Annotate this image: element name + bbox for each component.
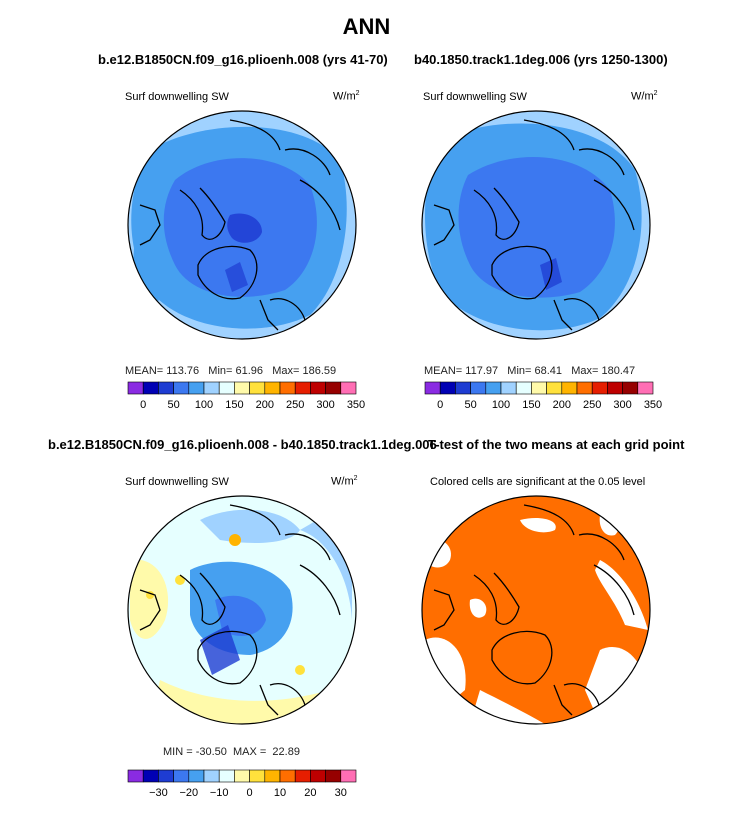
panel1-colorbar-swatch bbox=[340, 381, 357, 395]
panel1-units: W/m2 bbox=[333, 90, 360, 103]
panel1-colorbar-tick-label: 0 bbox=[140, 399, 146, 411]
panel3-map bbox=[127, 495, 357, 725]
panel3-colorbar-tick-label: −10 bbox=[210, 787, 229, 799]
panel1-colorbar-swatch bbox=[279, 381, 296, 395]
panel3-colorbar-tick-label: 10 bbox=[274, 787, 286, 799]
panel1-colorbar-swatch bbox=[294, 381, 311, 395]
panel2-variable-label: Surf downwelling SW bbox=[423, 91, 527, 103]
panel3-colorbar-swatch bbox=[325, 769, 342, 783]
panel3-stats: MIN = -30.50 MAX = 22.89 bbox=[163, 746, 300, 758]
panel1-map bbox=[127, 110, 357, 340]
panel3-colorbar-swatch bbox=[279, 769, 296, 783]
panel3-colorbar-tick-label: −30 bbox=[149, 787, 168, 799]
panel3-colorbar-swatch bbox=[142, 769, 159, 783]
panel3-variable-label: Surf downwelling SW bbox=[125, 476, 229, 488]
panel2-colorbar-swatch bbox=[546, 381, 563, 395]
panel2-colorbar-swatch bbox=[500, 381, 517, 395]
panel3-units: W/m2 bbox=[331, 475, 358, 488]
panel3-colorbar-tick-label: 0 bbox=[247, 787, 253, 799]
panel1-colorbar-swatch bbox=[158, 381, 174, 395]
panel2-colorbar-tick-label: 300 bbox=[613, 399, 631, 411]
panel2-colorbar-tick-label: 50 bbox=[464, 399, 476, 411]
panel1-variable-label: Surf downwelling SW bbox=[125, 91, 229, 103]
panel3-colorbar-swatch bbox=[158, 769, 174, 783]
panel2-colorbar-tick-label: 200 bbox=[553, 399, 571, 411]
panel1-colorbar-tick-label: 300 bbox=[316, 399, 334, 411]
panel2-colorbar-tick-label: 150 bbox=[522, 399, 540, 411]
panel3-colorbar-tick-label: 20 bbox=[304, 787, 316, 799]
panel2-stats: MEAN= 117.97 Min= 68.41 Max= 180.47 bbox=[424, 365, 636, 377]
panel2-case-title: b40.1850.track1.1deg.006 (yrs 1250-1300) bbox=[414, 52, 668, 67]
panel3-colorbar-tick-label: −20 bbox=[179, 787, 198, 799]
panel1-colorbar-swatch bbox=[142, 381, 159, 395]
panel2-colorbar-swatch bbox=[455, 381, 471, 395]
panel1-stats: MEAN= 113.76 Min= 61.96 Max= 186.59 bbox=[125, 365, 337, 377]
panel2-map bbox=[421, 110, 651, 340]
panel1-colorbar-swatch bbox=[249, 381, 266, 395]
panel1-colorbar-tick-label: 50 bbox=[167, 399, 179, 411]
panel2-colorbar-tick-label: 0 bbox=[437, 399, 443, 411]
panel2-colorbar-swatch bbox=[424, 381, 441, 395]
panel1-colorbar-swatch bbox=[234, 381, 250, 395]
panel2-colorbar-swatch bbox=[576, 381, 593, 395]
panel3-colorbar-swatch bbox=[249, 769, 266, 783]
figure-title: ANN bbox=[342, 14, 391, 39]
panel3-colorbar: −30 −20 −10 0 10 20 30 bbox=[127, 769, 357, 799]
panel3-colorbar-swatch bbox=[188, 769, 205, 783]
panel3-colorbar-swatch bbox=[203, 769, 220, 783]
panel1-colorbar-swatch bbox=[127, 381, 144, 395]
panel2-colorbar-swatch bbox=[607, 381, 623, 395]
panel2-colorbar-swatch bbox=[439, 381, 456, 395]
panel4-caption: Colored cells are significant at the 0.0… bbox=[430, 476, 646, 488]
panel3-colorbar-swatch bbox=[173, 769, 190, 783]
panel1-colorbar-swatch bbox=[188, 381, 205, 395]
panel1-colorbar-tick-label: 150 bbox=[225, 399, 243, 411]
panel3-colorbar-tick-label: 30 bbox=[335, 787, 347, 799]
panel3-colorbar-swatch bbox=[127, 769, 144, 783]
panel2-colorbar-swatch bbox=[515, 381, 532, 395]
panel1-colorbar-swatch bbox=[203, 381, 220, 395]
panel1-colorbar-tick-label: 350 bbox=[347, 399, 365, 411]
panel1-colorbar-swatch bbox=[264, 381, 281, 395]
panel2-units: W/m2 bbox=[631, 90, 658, 103]
panel1-colorbar-swatch bbox=[218, 381, 235, 395]
panel1-colorbar-swatch bbox=[310, 381, 326, 395]
panel3-case-title: b.e12.B1850CN.f09_g16.plioenh.008 - b40.… bbox=[48, 437, 437, 452]
panel3-colorbar-swatch bbox=[264, 769, 281, 783]
panel3-colorbar-swatch bbox=[310, 769, 326, 783]
panel1-colorbar-swatch bbox=[173, 381, 190, 395]
panel1-colorbar-tick-label: 200 bbox=[256, 399, 274, 411]
panel3-colorbar-swatch bbox=[340, 769, 357, 783]
panel2-colorbar-swatch bbox=[470, 381, 487, 395]
panel1-colorbar-tick-label: 100 bbox=[195, 399, 213, 411]
panel1-colorbar: 0 50 100 150 200 250 300 350 bbox=[127, 381, 365, 411]
panel1-colorbar-swatch bbox=[325, 381, 342, 395]
panel2-colorbar-swatch bbox=[637, 381, 654, 395]
panel1-colorbar-tick-label: 250 bbox=[286, 399, 304, 411]
panel3-colorbar-swatch bbox=[218, 769, 235, 783]
panel2-colorbar-swatch bbox=[485, 381, 502, 395]
panel3-colorbar-swatch bbox=[294, 769, 311, 783]
panel2-colorbar-swatch bbox=[591, 381, 608, 395]
panel3-colorbar-swatch bbox=[234, 769, 250, 783]
panel4-map bbox=[421, 495, 651, 725]
panel4-case-title: T-test of the two means at each grid poi… bbox=[428, 437, 685, 452]
panel2-colorbar-tick-label: 100 bbox=[492, 399, 510, 411]
panel2-colorbar-swatch bbox=[622, 381, 639, 395]
panel2-colorbar-tick-label: 250 bbox=[583, 399, 601, 411]
panel2-colorbar-swatch bbox=[531, 381, 547, 395]
panel1-case-title: b.e12.B1850CN.f09_g16.plioenh.008 (yrs 4… bbox=[98, 52, 388, 67]
panel2-colorbar-swatch bbox=[561, 381, 578, 395]
panel2-colorbar: 0 50 100 150 200 250 300 350 bbox=[424, 381, 662, 411]
panel2-colorbar-tick-label: 350 bbox=[644, 399, 662, 411]
